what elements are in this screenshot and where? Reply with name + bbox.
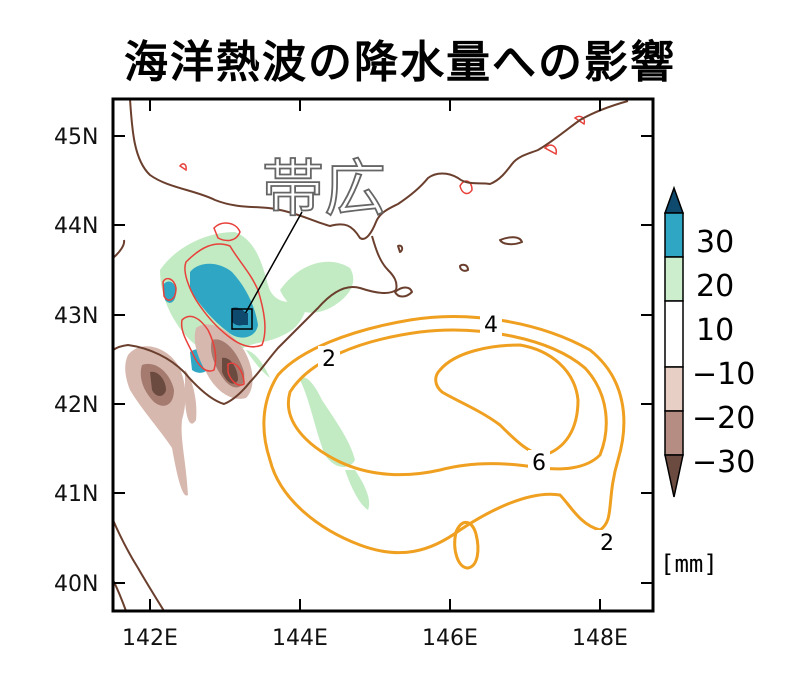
colorbar-label: −30 [692,445,755,480]
city-marker [231,308,253,330]
colorbar-unit: [mm] [660,550,718,578]
lon-tick-label: 146E [422,626,478,651]
colorbar-label: −20 [692,401,755,436]
sst-contour-label-group: 2 4 6 2 [318,312,618,556]
colorbar-label: −10 [692,357,755,392]
colorbar-label: 30 [696,225,734,260]
sst-contour-label: 6 [532,451,546,476]
city-leader-line [244,211,303,315]
lon-tick-label: 142E [122,626,178,651]
coastlines [113,99,629,611]
lon-tick-label: 144E [272,626,328,651]
sst-contour-label: 4 [484,313,498,338]
colorbar-label: 20 [696,269,734,304]
colorbar [663,185,685,498]
sst-contour-label: 2 [600,531,614,556]
lat-tick-label: 43N [54,304,98,329]
lat-tick-label: 40N [54,572,98,597]
sst-contours [262,315,626,570]
lat-axis [113,135,653,584]
lat-tick-label: 45N [54,125,98,150]
map-title: 海洋熱波の降水量への影響 [124,37,676,88]
sst-contour-label: 2 [322,347,336,372]
city-label: 帯広 [262,152,386,225]
lon-axis [149,99,601,611]
lat-tick-label: 42N [54,393,98,418]
plot-frame [111,97,655,613]
lat-tick-label: 41N [54,482,98,507]
colorbar-label: 10 [696,313,734,348]
lat-tick-label: 44N [54,214,98,239]
lon-tick-label: 148E [572,626,628,651]
